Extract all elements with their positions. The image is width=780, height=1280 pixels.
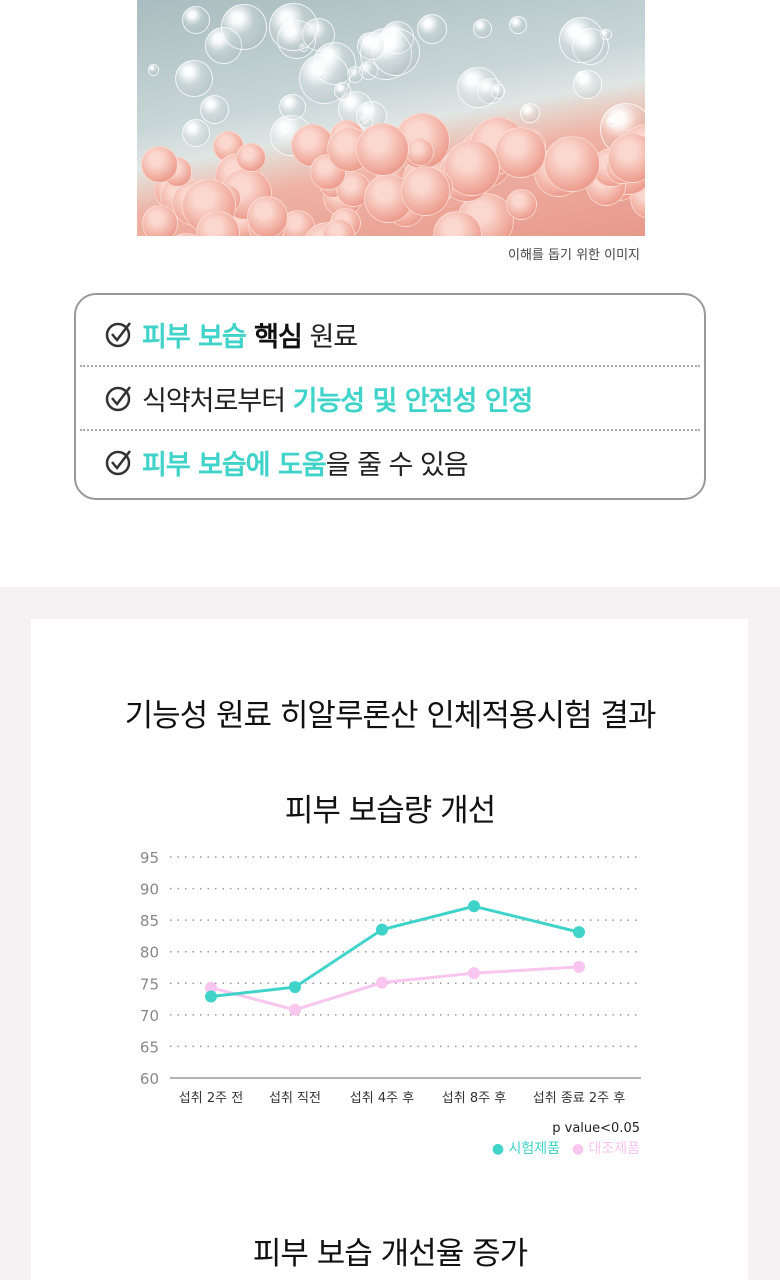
feature-checklist: 피부 보습 핵심 원료 식약처로부터 기능성 및 안전성 인정 피부 보습에 도움 을… <box>74 293 706 500</box>
checklist-text: 피부 보습 <box>142 321 255 353</box>
x-tick-label: 섭취 종료 2주 후 <box>533 1091 625 1106</box>
y-tick-label: 90 <box>140 881 159 899</box>
data-point <box>468 967 480 980</box>
checklist-text: 을 줄 수 있음 <box>325 449 469 481</box>
results-card <box>31 619 748 1280</box>
cell <box>356 123 410 177</box>
x-tick-label: 섭취 4주 후 <box>350 1091 414 1106</box>
data-point <box>205 981 217 994</box>
data-point <box>376 923 388 936</box>
cell <box>505 189 537 221</box>
bubble <box>147 64 160 77</box>
hero-image <box>137 0 645 236</box>
checklist-item: 피부 보습 핵심 원료 <box>104 303 358 365</box>
bubble <box>490 83 506 99</box>
p-value-annotation: p value<0.05 <box>552 1121 640 1136</box>
bubble <box>573 70 602 100</box>
bubble <box>333 82 352 100</box>
x-tick-label: 섭취 8주 후 <box>442 1091 506 1106</box>
image-caption: 이해를 돕기 위한 이미지 <box>508 248 640 263</box>
data-point <box>205 990 217 1003</box>
bubble <box>417 13 448 44</box>
y-tick-label: 95 <box>140 849 159 867</box>
x-tick-label: 섭취 2주 전 <box>179 1091 243 1106</box>
checklist-item: 식약처로부터 기능성 및 안전성 인정 <box>104 367 534 429</box>
check-circle-icon <box>105 386 131 412</box>
cell <box>607 132 645 183</box>
bubble <box>316 70 326 79</box>
cell <box>495 127 546 179</box>
x-tick-label: 섭취 직전 <box>269 1091 321 1106</box>
bubble <box>181 118 210 147</box>
data-point <box>468 900 480 913</box>
check-circle-icon <box>105 450 131 476</box>
legend-item-control: ● 대조제품 <box>572 1141 640 1157</box>
checklist-text: 식약처로부터 <box>142 385 293 417</box>
bubble <box>356 31 385 60</box>
divider <box>80 365 700 367</box>
checklist-text: 핵심 <box>254 321 303 353</box>
y-tick-label: 85 <box>140 912 159 930</box>
y-tick-label: 70 <box>140 1007 159 1025</box>
data-point <box>376 976 388 989</box>
bubble <box>269 2 318 52</box>
series-line <box>210 965 580 1012</box>
cell <box>236 142 267 173</box>
y-tick-label: 60 <box>140 1070 159 1088</box>
data-point <box>573 926 585 939</box>
bubble <box>472 18 492 38</box>
next-section-title: 피부 보습 개선율 증가 <box>252 1236 528 1272</box>
section-title: 기능성 원료 히알루론산 인체적용시험 결과 <box>124 698 657 734</box>
cell <box>246 195 289 236</box>
bubble <box>221 4 267 50</box>
chart-title: 피부 보습량 개선 <box>284 793 496 829</box>
bubble <box>199 95 229 125</box>
cell <box>544 136 600 192</box>
cell <box>141 146 179 184</box>
checklist-text: 기능성 및 안전성 인정 <box>292 385 534 417</box>
data-point <box>573 960 585 973</box>
cell <box>443 139 500 196</box>
cell <box>401 166 451 216</box>
y-tick-label: 65 <box>140 1038 159 1056</box>
checklist-item: 피부 보습에 도움 을 줄 수 있음 <box>104 431 469 493</box>
checklist-text: 원료 <box>301 321 358 353</box>
divider <box>80 429 700 431</box>
bubble <box>558 17 604 63</box>
checklist-text: 피부 보습에 도움 <box>142 449 327 481</box>
check-circle-icon <box>105 322 131 348</box>
bubble <box>508 15 528 35</box>
moisture-line-chart: 60 65 70 75 80 85 90 95 섭취 2주 전 섭취 직전 섭취 4주 후 섭취 8주… <box>140 849 642 1157</box>
cell <box>142 205 179 236</box>
data-point <box>289 1003 301 1016</box>
bubble <box>182 5 211 34</box>
bubble <box>520 103 541 124</box>
bubble <box>175 59 213 98</box>
legend-item-test: ● 시험제품 <box>492 1141 560 1157</box>
y-tick-label: 80 <box>140 944 159 962</box>
data-point <box>289 981 301 994</box>
y-tick-label: 75 <box>140 975 159 993</box>
